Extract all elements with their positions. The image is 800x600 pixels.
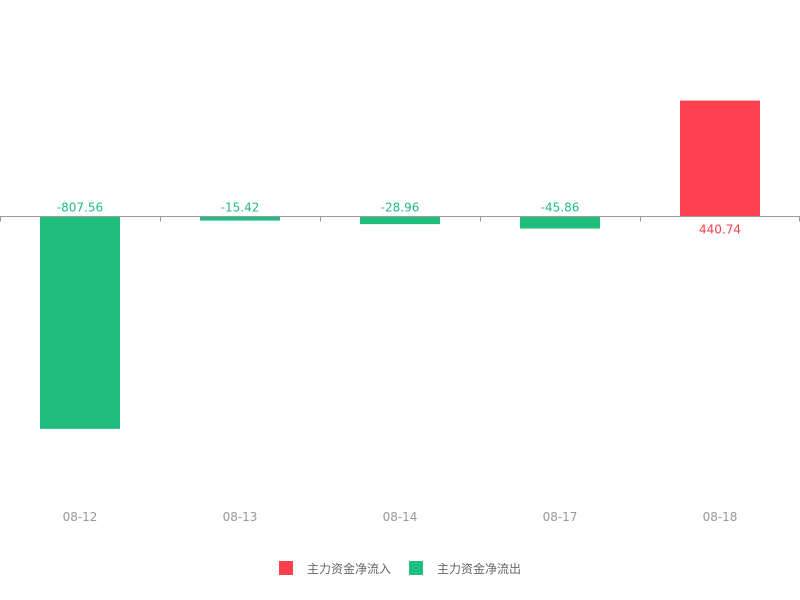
legend: 主力资金净流入 主力资金净流出 xyxy=(0,558,800,578)
value-label-08-17: -45.86 xyxy=(541,201,580,215)
x-tick-label-08-12: 08-12 xyxy=(63,510,98,524)
x-tick-label-08-17: 08-17 xyxy=(543,510,578,524)
bar-08-13[interactable] xyxy=(200,216,280,221)
legend-swatch-inflow xyxy=(278,561,293,575)
value-label-08-12: -807.56 xyxy=(57,201,103,215)
bar-08-12[interactable] xyxy=(40,216,120,429)
bar-08-14[interactable] xyxy=(360,216,440,225)
bar-08-18[interactable] xyxy=(680,100,760,217)
x-tick-label-08-14: 08-14 xyxy=(383,510,418,524)
bar-08-17[interactable] xyxy=(520,216,600,229)
legend-label-inflow: 主力资金净流入 xyxy=(306,561,391,576)
legend-item-inflow[interactable]: 主力资金净流入 xyxy=(278,560,391,577)
value-label-08-18: 440.74 xyxy=(699,223,741,237)
legend-item-outflow[interactable]: 主力资金净流出 xyxy=(409,560,521,577)
legend-swatch-outflow xyxy=(409,561,423,575)
legend-label-outflow: 主力资金净流出 xyxy=(437,561,522,576)
value-label-08-14: -28.96 xyxy=(381,201,420,215)
value-label-08-13: -15.42 xyxy=(221,201,260,215)
x-tick-label-08-13: 08-13 xyxy=(223,510,258,524)
x-tick-label-08-18: 08-18 xyxy=(703,510,738,524)
